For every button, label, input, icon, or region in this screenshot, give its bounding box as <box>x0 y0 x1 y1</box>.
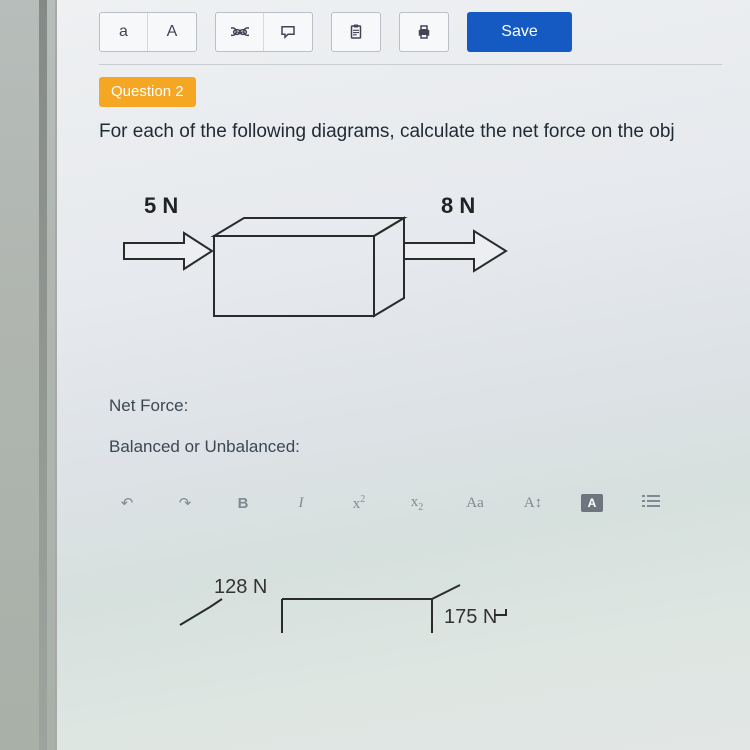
d2-left-force: 128 N <box>214 576 267 598</box>
app-frame: a A <box>55 0 750 750</box>
list-button[interactable] <box>641 494 661 513</box>
question-prompt: For each of the following diagrams, calc… <box>99 121 750 143</box>
force-diagram-2-partial: 128 N 175 N <box>172 573 592 633</box>
undo-button[interactable]: ↶ <box>117 494 137 513</box>
editor-toolbar: ↶ ↷ B I x2 x2 Aa A↕ A <box>117 494 750 513</box>
print-button[interactable] <box>400 13 448 51</box>
prompt-text: For each of the following diagrams, calc… <box>99 121 675 142</box>
redo-button[interactable]: ↷ <box>175 494 195 513</box>
top-toolbar: a A <box>99 12 750 52</box>
uppercase-button[interactable]: A <box>148 13 196 51</box>
lowercase-button[interactable]: a <box>100 13 148 51</box>
italic-button[interactable]: I <box>291 495 311 512</box>
save-label: Save <box>501 23 537 41</box>
toolbar-divider <box>99 64 722 65</box>
balanced-label: Balanced or Unbalanced: <box>109 427 750 468</box>
comment-icon <box>279 23 297 41</box>
force-diagram-1: 5 N 8 N <box>119 191 559 341</box>
right-arrow <box>404 231 506 271</box>
bold-button[interactable]: B <box>233 495 253 512</box>
comment-button[interactable] <box>264 13 312 51</box>
right-force-label: 8 N <box>441 193 475 218</box>
netforce-label: Net Force: <box>109 386 750 427</box>
answer-labels: Net Force: Balanced or Unbalanced: <box>109 386 750 468</box>
link-button[interactable] <box>216 13 264 51</box>
superscript-button[interactable]: x2 <box>349 494 369 513</box>
list-icon <box>642 494 660 508</box>
clipboard-icon <box>347 23 365 41</box>
lineheight-button[interactable]: A↕ <box>523 495 543 512</box>
left-arrow <box>124 233 212 269</box>
uppercase-label: A <box>167 23 178 41</box>
print-group <box>399 12 449 52</box>
save-button[interactable]: Save <box>467 12 572 52</box>
d2-right-force: 175 N <box>444 606 497 628</box>
lowercase-label: a <box>119 23 128 41</box>
text-case-group: a A <box>99 12 197 52</box>
monitor-bezel <box>0 0 55 750</box>
link-icon <box>231 23 249 41</box>
print-icon <box>415 23 433 41</box>
paste-group <box>331 12 381 52</box>
subscript-button[interactable]: x2 <box>407 494 427 513</box>
highlight-button[interactable]: A <box>581 494 603 512</box>
box-3d <box>214 218 404 316</box>
question-badge-text: Question 2 <box>111 83 184 100</box>
link-comment-group <box>215 12 313 52</box>
question-badge: Question 2 <box>99 77 196 107</box>
fontcase-button[interactable]: Aa <box>465 495 485 512</box>
clipboard-button[interactable] <box>332 13 380 51</box>
left-force-label: 5 N <box>144 193 178 218</box>
